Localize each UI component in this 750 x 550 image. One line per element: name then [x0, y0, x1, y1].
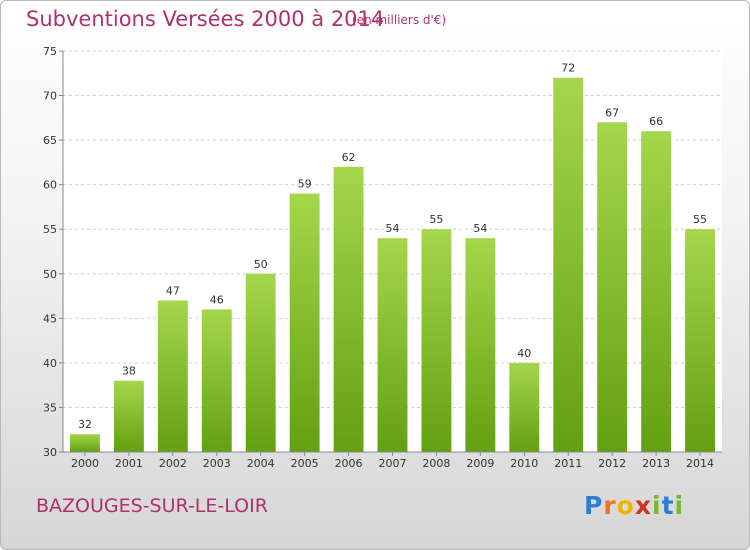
proxiti-logo: Proxiti: [584, 491, 684, 520]
bar-2004: [245, 273, 276, 452]
bar-2011: [553, 77, 584, 452]
x-tick-label: 2010: [510, 457, 538, 470]
bar-2002: [157, 300, 188, 452]
data-label-2003: 46: [210, 293, 224, 306]
x-tick-label: 2008: [422, 457, 450, 470]
x-tick-label: 2005: [291, 457, 319, 470]
logo-letter: P: [584, 491, 604, 520]
bar-2010: [509, 362, 540, 452]
x-tick-label: 2001: [115, 457, 143, 470]
data-label-2000: 32: [78, 418, 92, 431]
chart-subtitle: (en milliers d'€): [352, 13, 447, 27]
bar-2007: [377, 238, 408, 452]
data-label-2007: 54: [386, 222, 400, 235]
data-label-2012: 67: [605, 106, 619, 119]
bar-2000: [70, 434, 100, 452]
x-tick-label: 2014: [686, 457, 714, 470]
bar-2012: [597, 122, 628, 453]
y-tick-label: 30: [43, 446, 57, 459]
x-tick-label: 2006: [335, 457, 363, 470]
bar-2001: [113, 380, 144, 452]
y-tick-label: 35: [43, 401, 57, 414]
bar-2005: [289, 193, 320, 453]
y-tick-label: 55: [43, 223, 57, 236]
logo-letter: i: [652, 491, 662, 520]
data-label-2009: 54: [473, 222, 487, 235]
data-label-2010: 40: [517, 347, 531, 360]
bar-2014: [685, 229, 715, 452]
data-label-2001: 38: [122, 365, 136, 378]
y-tick-label: 40: [43, 357, 57, 370]
x-tick-label: 2003: [203, 457, 231, 470]
y-tick-label: 45: [43, 312, 57, 325]
bars: 32 38 47 46 50 59 62 54 55 54 40 72 67 66 55: [70, 62, 715, 453]
x-tick-label: 2011: [554, 457, 582, 470]
logo-letter: i: [674, 491, 685, 520]
bar-2008: [421, 229, 452, 452]
bar-2009: [465, 238, 496, 452]
data-label-2005: 59: [298, 178, 312, 191]
chart-title: Subventions Versées 2000 à 2014: [26, 7, 385, 31]
y-tick-label: 70: [43, 90, 57, 103]
data-label-2011: 72: [561, 62, 575, 75]
commune-name: BAZOUGES-SUR-LE-LOIR: [36, 495, 268, 517]
bar-2013: [641, 131, 672, 452]
x-tick-label: 2013: [642, 457, 670, 470]
data-label-2006: 62: [342, 151, 356, 164]
logo-letter: r: [603, 491, 617, 520]
y-tick-label: 75: [43, 45, 57, 58]
x-tick-label: 2004: [247, 457, 275, 470]
bar-2006: [333, 166, 364, 452]
x-tick-label: 2009: [466, 457, 494, 470]
y-tick-label: 50: [43, 268, 57, 281]
x-tick-label: 2007: [379, 457, 407, 470]
logo-letter: t: [661, 491, 675, 520]
y-tick-label: 60: [43, 179, 57, 192]
x-tick-label: 2000: [71, 457, 99, 470]
data-label-2004: 50: [254, 258, 268, 271]
x-tick-label: 2012: [598, 457, 626, 470]
data-label-2013: 66: [649, 115, 663, 128]
logo-letter: o: [616, 491, 635, 520]
y-tick-label: 65: [43, 134, 57, 147]
x-tick-label: 2002: [159, 457, 187, 470]
axes: 30 35 40 45 50 55 60 65 70 75 2000 2001 2002 2003 2004…: [43, 45, 722, 470]
data-label-2008: 55: [429, 213, 443, 226]
data-label-2014: 55: [693, 213, 707, 226]
data-label-2002: 47: [166, 285, 180, 298]
logo-letter: x: [634, 491, 652, 520]
bar-2003: [201, 309, 232, 452]
